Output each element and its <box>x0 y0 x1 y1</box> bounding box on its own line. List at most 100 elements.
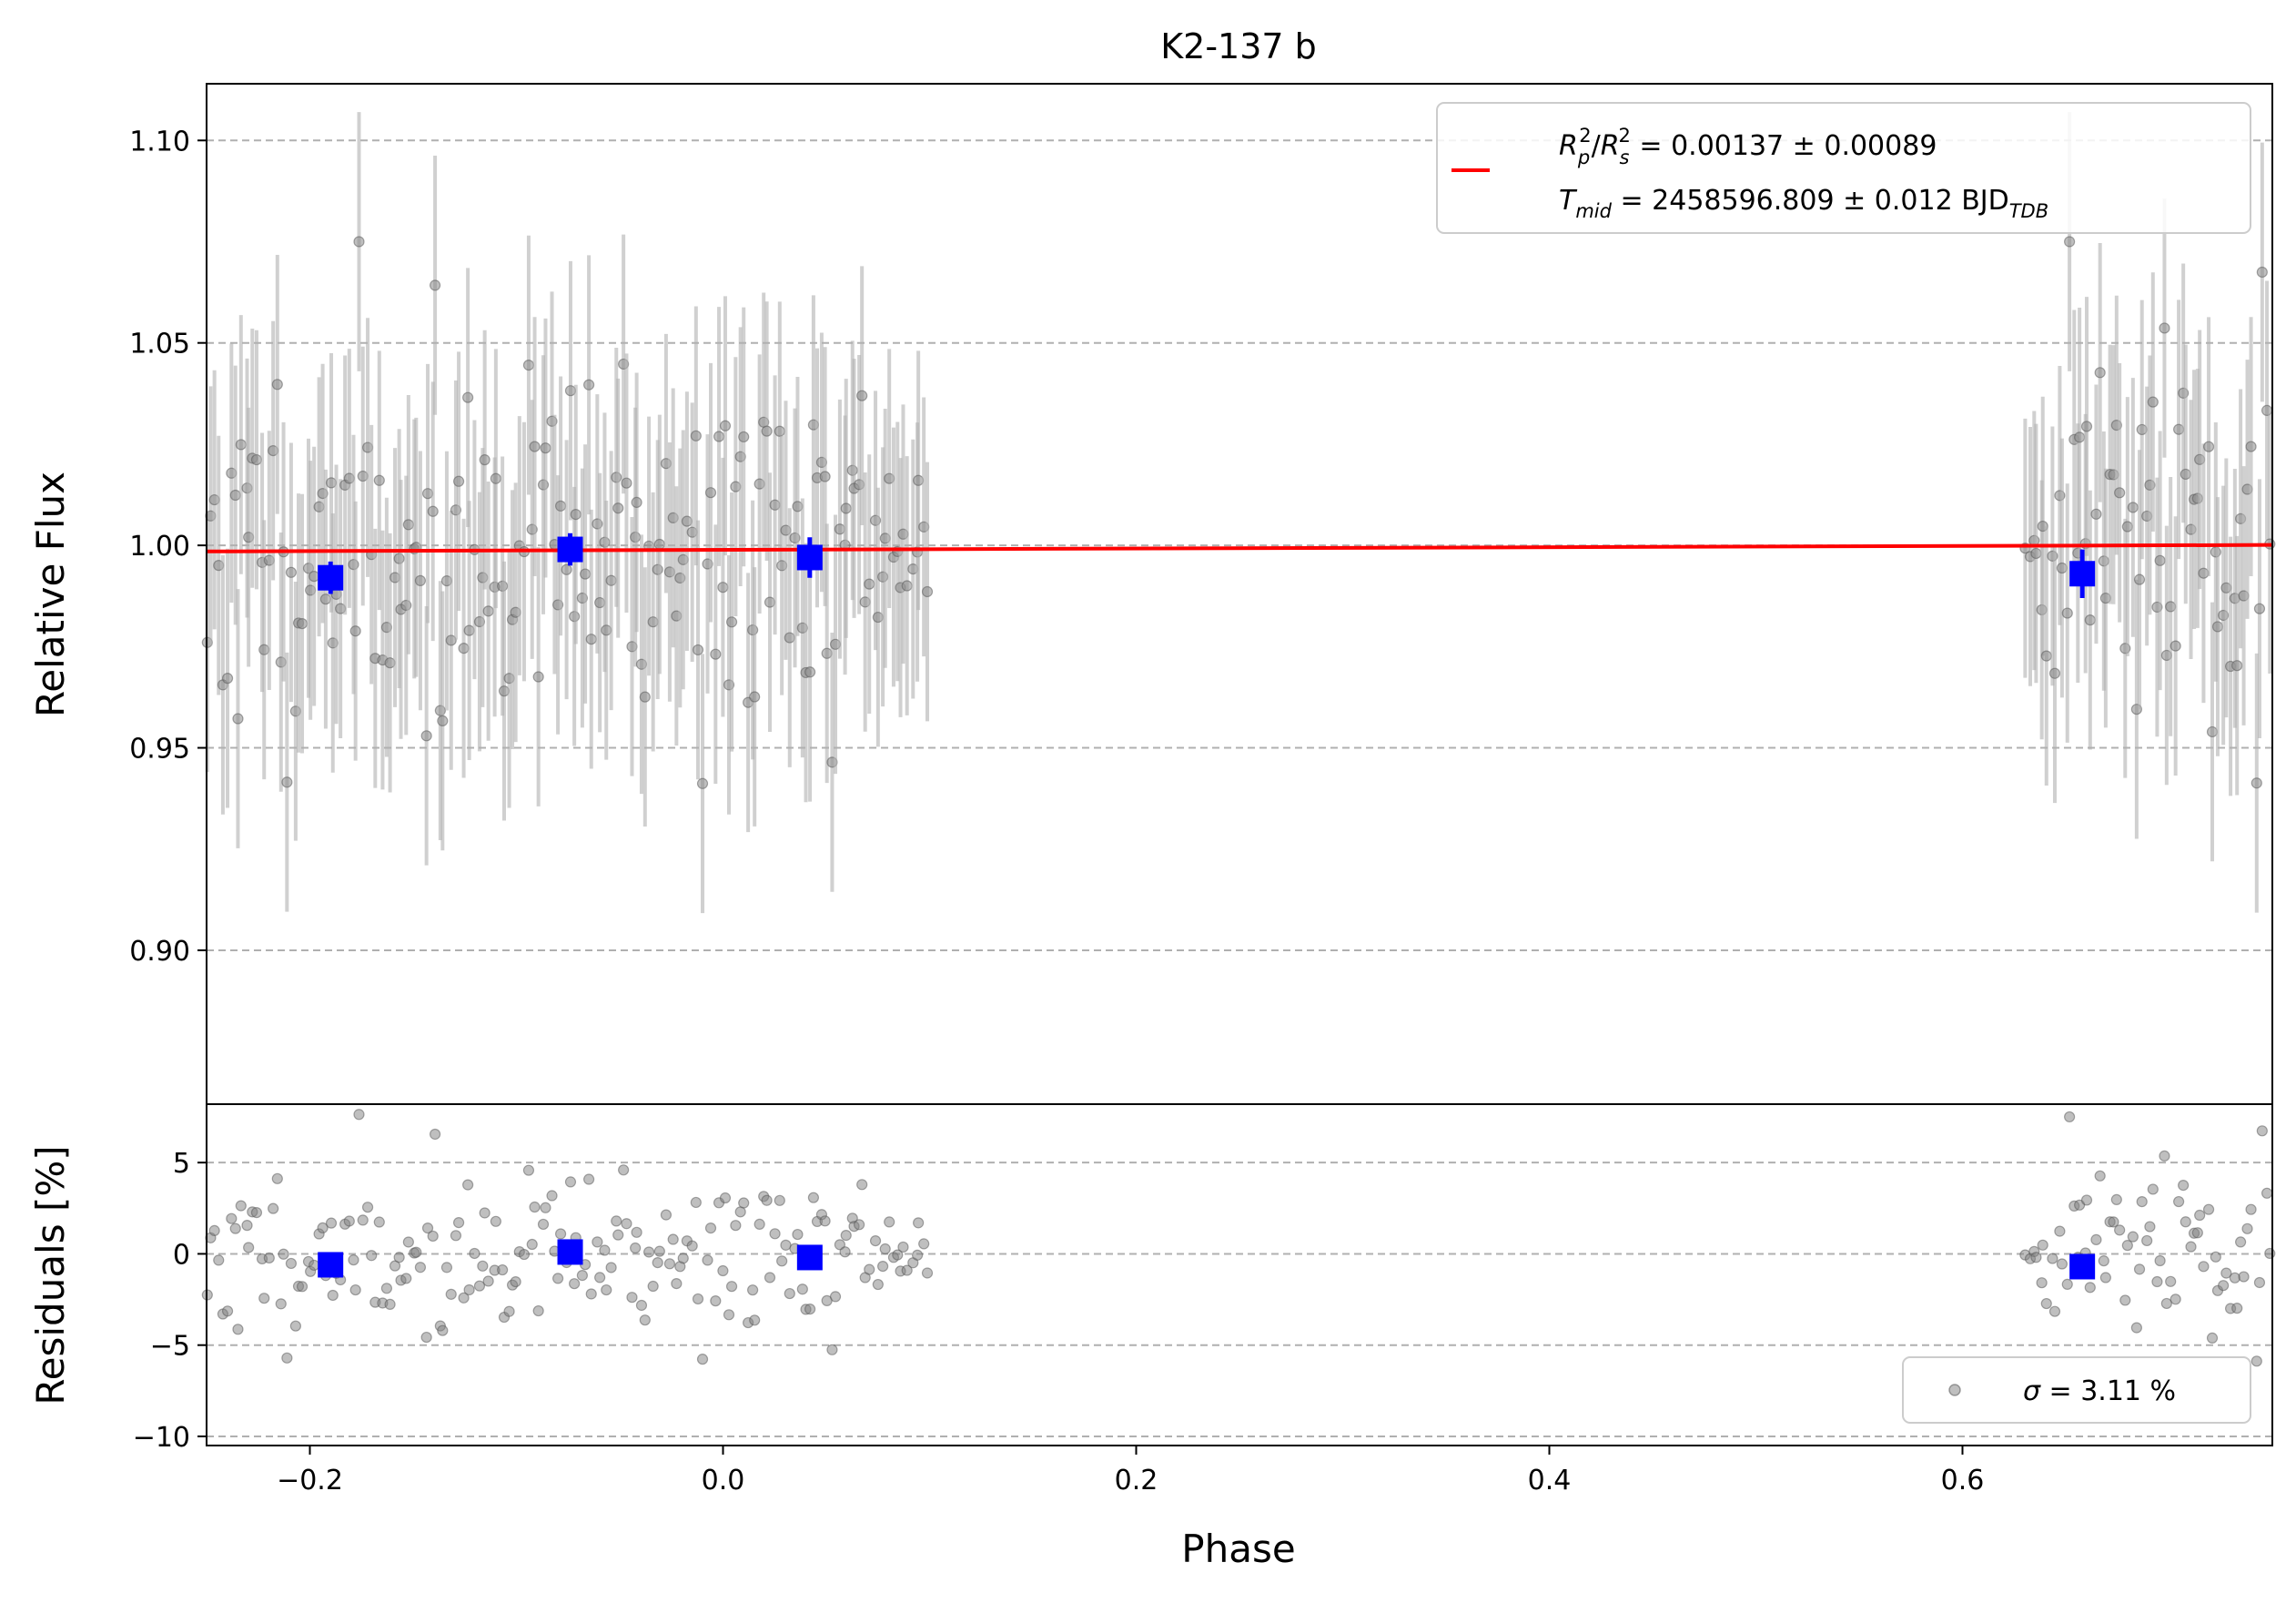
residual-point <box>2194 1209 2206 1222</box>
flux-legend: Rp2/Rs2 = 0.00137 ± 0.00089 Tmid = 24585… <box>1436 102 2251 234</box>
flux-point <box>532 671 544 683</box>
residual-point <box>784 1287 795 1300</box>
flux-point <box>2147 396 2159 408</box>
residual-point <box>2141 1234 2153 1247</box>
flux-point <box>631 496 642 509</box>
residual-point <box>738 1197 750 1209</box>
flux-point <box>913 474 925 486</box>
residual-point <box>2173 1195 2185 1208</box>
residual-point <box>2191 1227 2203 1239</box>
residual-point <box>361 1202 374 1213</box>
residual-point <box>569 1278 581 1290</box>
residual-point <box>2056 1258 2068 1270</box>
binned-residual-point <box>2069 1253 2096 1280</box>
residual-point <box>2098 1255 2109 1267</box>
residual-point <box>621 1218 632 1230</box>
residual-point <box>2210 1251 2221 1263</box>
flux-point <box>554 500 567 512</box>
residual-point <box>677 1253 689 1264</box>
residual-point <box>420 1331 432 1344</box>
x-tick-label: −0.2 <box>277 1465 343 1496</box>
flux-point <box>2211 621 2224 633</box>
residual-point <box>792 1228 804 1241</box>
flux-point <box>2231 660 2243 672</box>
flux-point <box>490 472 501 484</box>
residual-point <box>747 1284 759 1296</box>
residual-point <box>296 1281 308 1293</box>
residual-point <box>440 1262 453 1273</box>
flux-point <box>585 634 597 645</box>
flux-point <box>2202 441 2215 452</box>
residual-point <box>2159 1150 2170 1162</box>
flux-point <box>250 453 263 466</box>
residual-point <box>414 1262 427 1273</box>
flux-point <box>2114 487 2126 499</box>
model-line <box>206 543 2273 553</box>
residual-point <box>819 1215 831 1227</box>
residual-point <box>235 1200 247 1212</box>
residuals-panel-frame <box>206 1103 2273 1446</box>
flux-point <box>2084 614 2096 626</box>
residual-point <box>258 1293 270 1304</box>
residual-point <box>552 1273 564 1284</box>
residual-point <box>704 1223 717 1234</box>
residual-point <box>2048 1305 2061 1317</box>
residual-point <box>393 1252 405 1263</box>
residual-point <box>761 1194 773 1206</box>
residual-point <box>226 1212 238 1224</box>
flux-point <box>2074 431 2086 443</box>
flux-point <box>2121 521 2133 533</box>
residual-point <box>353 1109 365 1121</box>
residual-point <box>717 1264 729 1277</box>
residual-point <box>2202 1203 2215 1215</box>
residual-point <box>343 1215 355 1227</box>
flux-point <box>2056 562 2068 574</box>
residual-point <box>901 1264 913 1276</box>
residual-point <box>2206 1332 2219 1344</box>
flux-point <box>2170 640 2181 652</box>
residual-point <box>503 1305 515 1317</box>
residual-point <box>599 1244 611 1256</box>
residual-point <box>518 1248 531 1261</box>
flux-point <box>349 625 361 637</box>
residual-point <box>229 1223 241 1234</box>
residual-point <box>804 1304 816 1315</box>
residual-point <box>2198 1261 2210 1273</box>
residual-point <box>749 1314 761 1326</box>
residual-point <box>366 1250 378 1262</box>
x-tick-label: 0.6 <box>1941 1465 1985 1496</box>
residual-point <box>918 1238 930 1250</box>
residual-point <box>348 1254 359 1266</box>
flux-point <box>639 691 651 703</box>
flux-point <box>296 617 308 630</box>
residual-point <box>2108 1216 2119 1228</box>
flux-point <box>2159 322 2170 334</box>
flux-point <box>482 605 494 617</box>
residual-point <box>2094 1170 2106 1182</box>
residual-point <box>2036 1277 2048 1289</box>
residual-point <box>463 1283 475 1296</box>
flux-point <box>540 442 551 454</box>
residual-point <box>421 1223 434 1234</box>
residual-point <box>427 1230 439 1243</box>
flux-point <box>2040 650 2052 662</box>
residual-point <box>776 1255 788 1267</box>
residual-point <box>2147 1183 2159 1195</box>
residual-point <box>2151 1275 2163 1288</box>
flux-point <box>653 538 665 551</box>
flux-point <box>2127 502 2139 513</box>
binned-flux-point <box>2069 561 2096 587</box>
residual-point <box>221 1305 234 1317</box>
residuals-y-tick-label: −10 <box>133 1422 190 1454</box>
residual-point <box>2154 1254 2166 1267</box>
flux-y-tick-label: 1.10 <box>129 126 190 157</box>
residual-point <box>2165 1275 2177 1287</box>
flux-point <box>235 439 247 451</box>
residual-point <box>854 1219 865 1231</box>
residual-point <box>769 1228 781 1240</box>
flux-point <box>2030 547 2042 560</box>
residual-point <box>477 1260 489 1272</box>
residual-point <box>2250 1355 2262 1367</box>
residual-point <box>869 1235 882 1247</box>
residual-point <box>2040 1297 2052 1310</box>
